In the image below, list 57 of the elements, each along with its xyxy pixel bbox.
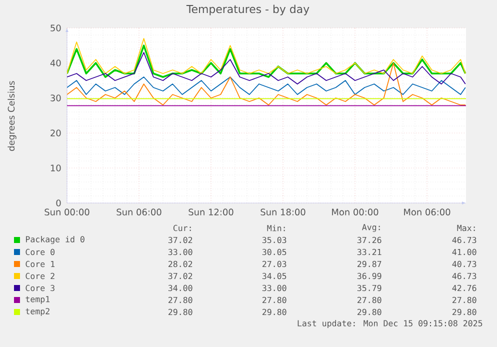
y-tick-label: 20 <box>50 130 61 136</box>
legend-label: Core 1 <box>26 260 55 268</box>
text: 28.02 <box>168 260 192 268</box>
legend-label: Core 0 <box>26 248 55 256</box>
x-tick-label: Sun 06:00 <box>116 208 162 216</box>
y-axis-title: degrees Celsius <box>8 81 16 151</box>
x-tick-label: Mon 00:00 <box>332 208 378 216</box>
chart-title: Temperatures - by day <box>186 4 310 16</box>
text: 37.26 <box>357 236 382 244</box>
y-tick-label: 40 <box>50 60 61 66</box>
text: 29.80 <box>452 308 476 316</box>
y-tick-label: 0 <box>56 200 61 206</box>
text: 30.05 <box>262 248 286 256</box>
text: Last update: Mon Dec 15 09:15:08 2025 <box>298 320 482 328</box>
legend-label: Package id 0 <box>26 236 84 244</box>
text: Min: <box>267 224 285 232</box>
text: 46.73 <box>452 236 476 244</box>
text: 37.02 <box>168 272 192 280</box>
text: 27.80 <box>168 296 192 304</box>
text: 29.80 <box>262 308 286 316</box>
y-tick-label: 10 <box>50 164 61 172</box>
text: 35.03 <box>262 236 286 244</box>
text: 27.80 <box>358 296 382 304</box>
legend-label: temp1 <box>26 296 50 304</box>
line-series <box>67 76 466 95</box>
x-tick-label: Sun 00:00 <box>44 208 90 216</box>
x-tick-label: Sun 12:00 <box>188 208 234 216</box>
legend-label: Core 2 <box>26 272 54 280</box>
text: Avg: <box>362 224 380 232</box>
line-series <box>67 38 466 74</box>
text: 34.05 <box>262 272 286 280</box>
x-tick-label: Sun 18:00 <box>260 208 306 216</box>
line-series <box>67 62 466 106</box>
text: 29.87 <box>358 260 382 268</box>
legend-label: Core 3 <box>26 284 54 292</box>
text: 36.99 <box>357 272 382 280</box>
text: 29.80 <box>168 308 192 316</box>
text: 40.73 <box>452 260 476 268</box>
y-tick-label: 30 <box>50 94 61 102</box>
text: 34.00 <box>168 284 192 292</box>
text: Max: <box>457 224 475 232</box>
text: 29.80 <box>358 308 382 316</box>
text: 41.00 <box>452 248 476 256</box>
text: 35.79 <box>357 284 382 292</box>
y-tick-label: 50 <box>50 24 61 32</box>
text: 46.73 <box>452 272 476 280</box>
text: 33.21 <box>357 248 382 256</box>
text: 27.80 <box>262 296 286 304</box>
text: 33.00 <box>168 248 192 256</box>
legend-label: temp2 <box>26 308 50 316</box>
text: 33.00 <box>262 284 286 292</box>
x-tick-label: Mon 06:00 <box>404 208 450 216</box>
text: Cur: <box>173 224 191 232</box>
text: 27.80 <box>452 296 476 304</box>
text: 27.03 <box>262 260 286 268</box>
text: 42.76 <box>452 284 476 292</box>
text: 37.02 <box>168 236 192 244</box>
